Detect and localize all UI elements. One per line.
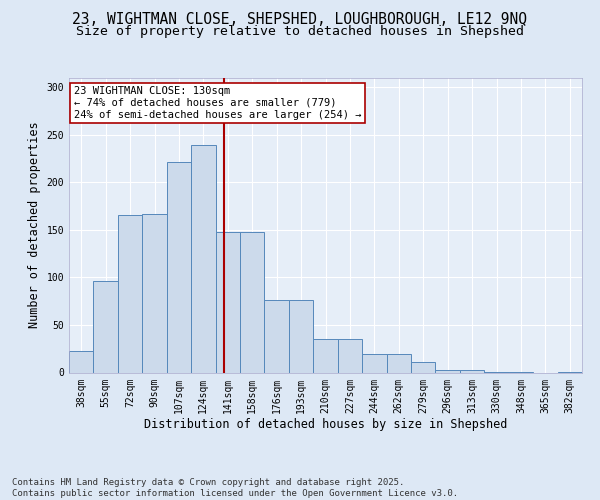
Bar: [191, 145, 215, 372]
Text: 23, WIGHTMAN CLOSE, SHEPSHED, LOUGHBOROUGH, LE12 9NQ: 23, WIGHTMAN CLOSE, SHEPSHED, LOUGHBOROU…: [73, 12, 527, 28]
Bar: [118, 216, 142, 372]
Bar: [215, 232, 240, 372]
Bar: [142, 214, 167, 372]
Bar: [94, 281, 118, 372]
Text: Size of property relative to detached houses in Shepshed: Size of property relative to detached ho…: [76, 25, 524, 38]
Bar: [167, 162, 191, 372]
Bar: [386, 354, 411, 372]
Y-axis label: Number of detached properties: Number of detached properties: [28, 122, 41, 328]
Bar: [69, 350, 94, 372]
Bar: [362, 354, 386, 372]
Bar: [313, 339, 338, 372]
Bar: [338, 339, 362, 372]
Bar: [436, 370, 460, 372]
Bar: [240, 232, 265, 372]
X-axis label: Distribution of detached houses by size in Shepshed: Distribution of detached houses by size …: [144, 418, 507, 431]
Bar: [265, 300, 289, 372]
Bar: [289, 300, 313, 372]
Bar: [411, 362, 436, 372]
Text: 23 WIGHTMAN CLOSE: 130sqm
← 74% of detached houses are smaller (779)
24% of semi: 23 WIGHTMAN CLOSE: 130sqm ← 74% of detac…: [74, 86, 362, 120]
Bar: [460, 370, 484, 372]
Text: Contains HM Land Registry data © Crown copyright and database right 2025.
Contai: Contains HM Land Registry data © Crown c…: [12, 478, 458, 498]
